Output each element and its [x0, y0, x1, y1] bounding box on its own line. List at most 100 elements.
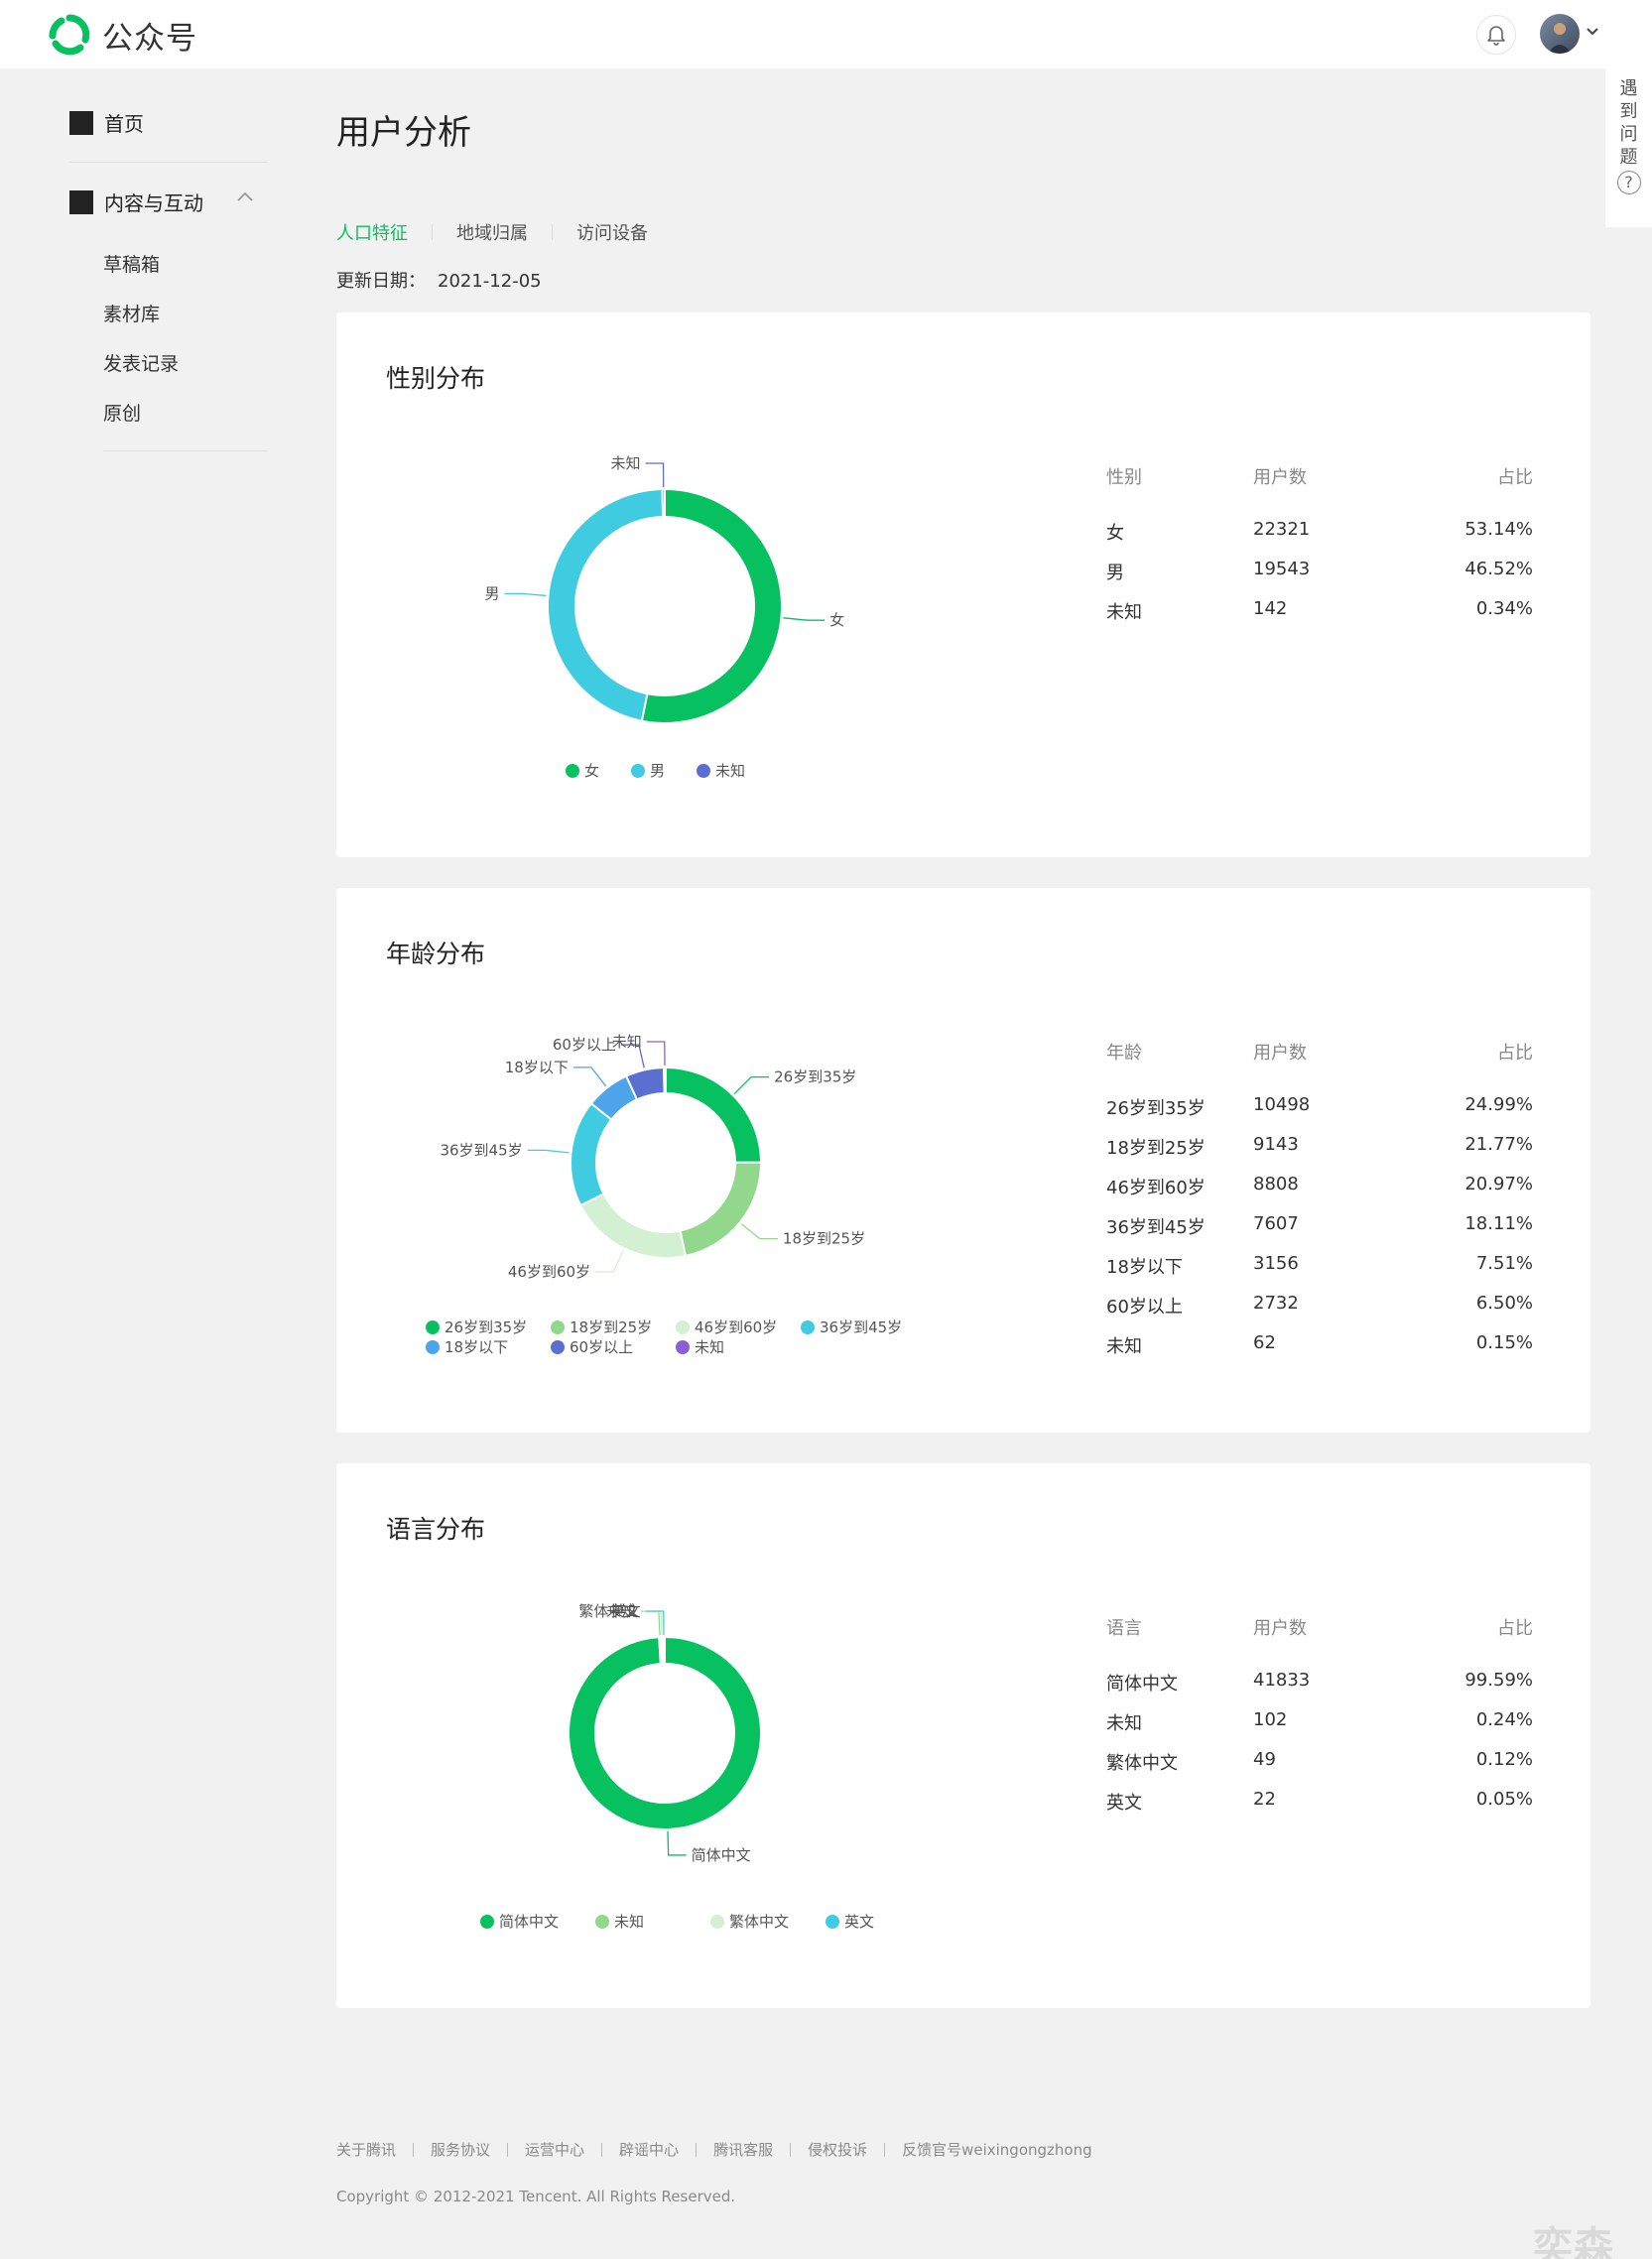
- legend-marker[interactable]: [801, 1320, 815, 1334]
- table-row: 26岁到35岁 10498 24.99%: [1106, 1094, 1533, 1119]
- top-bar: 公众号: [0, 0, 1652, 68]
- sidebar-item-materials[interactable]: 素材库: [103, 304, 161, 325]
- sidebar-item-original[interactable]: 原创: [103, 403, 142, 425]
- sidebar-item-drafts[interactable]: 草稿箱: [103, 254, 161, 276]
- legend-label[interactable]: 36岁到45岁: [820, 1318, 902, 1336]
- sidebar-group-content[interactable]: 内容与互动: [69, 188, 268, 216]
- legend-marker[interactable]: [826, 1915, 839, 1929]
- tab-region[interactable]: 地域归属: [456, 223, 528, 244]
- wechat-official-logo-icon[interactable]: [48, 14, 91, 56]
- home-icon: [69, 110, 93, 135]
- footer-links: 关于腾讯 服务协议 运营中心 辟谣中心 腾讯客服 侵权投诉 反馈官号weixin…: [336, 2139, 1092, 2160]
- pie-slice[interactable]: [578, 1192, 688, 1259]
- content-icon: [69, 189, 93, 214]
- slice-label: 60岁以上: [553, 1036, 616, 1054]
- pie-slice[interactable]: [570, 1101, 613, 1207]
- column-header: 用户数: [1253, 1618, 1307, 1639]
- legend-label[interactable]: 18岁到25岁: [570, 1318, 652, 1336]
- slice-label: 26岁到35岁: [774, 1068, 856, 1086]
- table-cell: 繁体中文: [1106, 1753, 1178, 1774]
- legend-marker[interactable]: [551, 1340, 565, 1354]
- legend-label[interactable]: 26岁到35岁: [445, 1318, 527, 1336]
- table-cell: 18岁以下: [1106, 1257, 1183, 1278]
- legend-marker[interactable]: [631, 764, 645, 778]
- column-header: 占比: [1497, 1618, 1533, 1639]
- legend-marker[interactable]: [676, 1340, 690, 1354]
- footer-link[interactable]: 关于腾讯: [336, 2141, 397, 2159]
- pie-slice[interactable]: [640, 487, 783, 724]
- pie-slice[interactable]: [679, 1161, 763, 1258]
- legend-label[interactable]: 未知: [614, 1913, 644, 1931]
- donut-chart: 26岁到35岁18岁到25岁46岁到60岁36岁到45岁18岁以下60岁以上未知…: [426, 1033, 902, 1356]
- brand-name[interactable]: 公众号: [102, 21, 197, 57]
- legend-label[interactable]: 英文: [844, 1913, 874, 1931]
- footer-link[interactable]: 腾讯客服: [713, 2141, 774, 2159]
- column-header: 用户数: [1253, 1043, 1307, 1064]
- legend-marker[interactable]: [551, 1320, 565, 1334]
- table-cell: 46岁到60岁: [1106, 1178, 1206, 1198]
- table-cell: 7607: [1253, 1213, 1299, 1234]
- table-cell: 142: [1253, 598, 1288, 619]
- update-label: 更新日期：: [336, 271, 426, 292]
- tab-demographics[interactable]: 人口特征: [336, 223, 408, 244]
- pie-slice[interactable]: [662, 1635, 666, 1666]
- table-cell: 0.24%: [1475, 1709, 1533, 1730]
- table-cell: 0.34%: [1475, 598, 1533, 619]
- legend-label[interactable]: 未知: [695, 1338, 724, 1356]
- footer-link[interactable]: 运营中心: [525, 2141, 585, 2159]
- footer-separator: [413, 2142, 415, 2157]
- legend-label[interactable]: 简体中文: [499, 1913, 559, 1931]
- footer-separator: [507, 2142, 509, 2157]
- user-avatar[interactable]: [1540, 14, 1580, 54]
- legend-label[interactable]: 繁体中文: [729, 1913, 789, 1931]
- sidebar-item-home[interactable]: 首页: [69, 108, 144, 137]
- help-side-tab[interactable]: 遇 到 问 题 ?: [1605, 68, 1652, 227]
- legend-marker[interactable]: [426, 1340, 440, 1354]
- pie-slice[interactable]: [663, 1066, 667, 1095]
- card-title: 年龄分布: [386, 940, 486, 968]
- table-cell: 26岁到35岁: [1106, 1098, 1206, 1119]
- slice-label: 46岁到60岁: [508, 1263, 590, 1281]
- sidebar-item-publish-records[interactable]: 发表记录: [103, 353, 180, 375]
- table-row: 未知 102 0.24%: [1106, 1709, 1533, 1734]
- legend-marker[interactable]: [426, 1320, 440, 1334]
- leader-line: [646, 1041, 666, 1067]
- tab-device[interactable]: 访问设备: [576, 223, 648, 244]
- pie-slice[interactable]: [661, 487, 666, 519]
- table-row: 简体中文 41833 99.59%: [1106, 1670, 1533, 1694]
- footer-link[interactable]: 服务协议: [431, 2141, 491, 2159]
- chevron-down-icon[interactable]: [1586, 27, 1599, 37]
- leader-line: [595, 1250, 625, 1273]
- footer-link[interactable]: 侵权投诉: [808, 2141, 868, 2159]
- legend-label[interactable]: 男: [650, 762, 665, 780]
- notification-button[interactable]: [1476, 15, 1516, 55]
- table-cell: 24.99%: [1464, 1094, 1533, 1115]
- legend-label[interactable]: 18岁以下: [445, 1338, 508, 1356]
- pie-slice[interactable]: [568, 1635, 762, 1830]
- table-cell: 19543: [1253, 559, 1311, 579]
- footer-link[interactable]: 辟谣中心: [619, 2141, 680, 2159]
- legend-marker[interactable]: [697, 764, 710, 778]
- legend-marker[interactable]: [480, 1915, 494, 1929]
- leader-line: [527, 1149, 570, 1154]
- leader-line: [733, 1075, 770, 1095]
- chevron-up-icon[interactable]: [236, 190, 254, 202]
- legend-marker[interactable]: [595, 1915, 609, 1929]
- legend-label[interactable]: 未知: [715, 762, 745, 780]
- copyright: Copyright © 2012-2021 Tencent. All Right…: [336, 2188, 736, 2205]
- legend-label[interactable]: 女: [584, 762, 599, 780]
- legend-label[interactable]: 60岁以上: [570, 1338, 633, 1356]
- help-char: 遇: [1619, 78, 1638, 99]
- tab-separator: [552, 224, 553, 240]
- leader-line: [504, 592, 547, 597]
- slice-label: 未知: [606, 1602, 636, 1620]
- footer-link[interactable]: 反馈官号weixingongzhong: [902, 2141, 1092, 2159]
- column-header: 用户数: [1253, 467, 1307, 488]
- legend-marker[interactable]: [710, 1915, 724, 1929]
- table-cell: 22321: [1253, 519, 1311, 540]
- question-icon: ?: [1616, 171, 1641, 194]
- legend-marker[interactable]: [566, 764, 579, 778]
- legend-marker[interactable]: [676, 1320, 690, 1334]
- legend-label[interactable]: 46岁到60岁: [695, 1318, 777, 1336]
- pie-slice[interactable]: [547, 488, 665, 722]
